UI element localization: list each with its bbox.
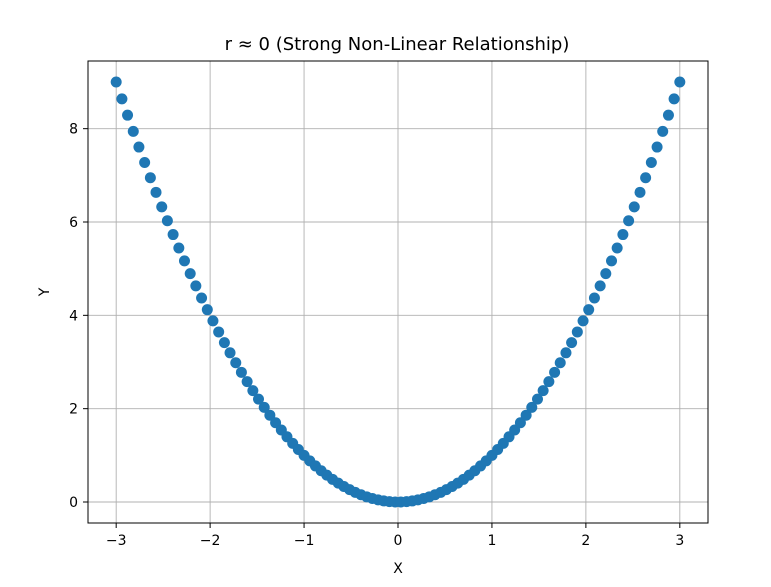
axis-ticks: −3 −2 −1 0 1 2 3 0 2 4 6 8 [69, 122, 684, 549]
data-point [532, 393, 543, 405]
y-tick-label: 0 [69, 495, 78, 511]
x-axis-label: X [393, 561, 403, 577]
x-tick-label: −2 [200, 533, 221, 549]
data-point [235, 366, 247, 378]
data-point [190, 280, 202, 292]
data-point [230, 357, 242, 369]
data-point [161, 215, 173, 227]
data-point [668, 93, 680, 105]
data-point [554, 357, 566, 369]
y-tick-label: 2 [69, 402, 78, 418]
data-point [127, 125, 139, 137]
data-point [526, 401, 538, 413]
data-point [201, 304, 213, 316]
data-point [196, 292, 208, 304]
data-point [628, 201, 640, 213]
data-point [549, 366, 561, 378]
data-point [139, 157, 151, 169]
data-point [566, 337, 578, 349]
data-point [583, 304, 595, 316]
data-point [247, 385, 259, 397]
data-point [662, 109, 674, 121]
data-point [571, 326, 583, 338]
data-point [588, 292, 600, 304]
data-point [167, 229, 179, 241]
data-point [674, 76, 686, 88]
y-tick-label: 4 [69, 308, 78, 324]
data-point [224, 347, 236, 359]
x-tick-label: −1 [294, 533, 315, 549]
data-point [617, 229, 629, 241]
data-point [144, 172, 156, 184]
data-point [253, 393, 264, 405]
data-point [122, 109, 134, 121]
data-point [577, 315, 589, 327]
data-point [537, 385, 549, 397]
data-point [213, 326, 225, 338]
x-tick-label: 3 [675, 533, 684, 549]
data-point [184, 268, 196, 280]
data-point [116, 93, 128, 105]
x-tick-label: 0 [394, 533, 403, 549]
data-point [178, 255, 190, 267]
data-point [264, 409, 276, 421]
chart-title: r ≈ 0 (Strong Non-Linear Relationship) [225, 34, 570, 55]
y-axis-label: Y [37, 287, 53, 297]
data-point [514, 417, 526, 429]
data-point [657, 125, 669, 137]
data-point [207, 315, 219, 327]
data-point [110, 76, 122, 88]
data-point [543, 376, 555, 388]
data-point [611, 242, 623, 254]
data-point [651, 141, 663, 153]
x-tick-label: 2 [581, 533, 590, 549]
data-point [594, 280, 606, 292]
data-point [520, 409, 532, 421]
grid-lines [88, 61, 708, 523]
data-point [173, 242, 185, 254]
data-point [560, 347, 572, 359]
data-point [218, 337, 230, 349]
data-point [640, 172, 652, 184]
x-tick-label: −3 [106, 533, 127, 549]
data-points [110, 76, 686, 508]
data-point [133, 141, 145, 153]
data-point [606, 255, 618, 267]
y-tick-label: 6 [69, 215, 78, 231]
data-point [241, 376, 253, 388]
data-point [156, 201, 168, 213]
y-tick-label: 8 [69, 122, 78, 138]
x-tick-label: 1 [487, 533, 496, 549]
data-point [645, 157, 657, 169]
data-point [258, 401, 270, 413]
data-point [150, 186, 162, 198]
data-point [600, 268, 612, 280]
data-point [623, 215, 635, 227]
data-point [634, 186, 646, 198]
